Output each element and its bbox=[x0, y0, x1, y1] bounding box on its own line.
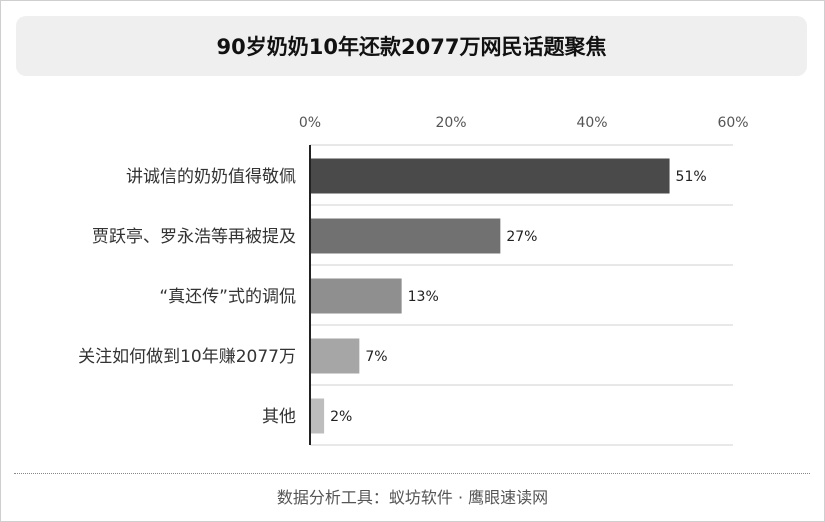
category-label: 其他 bbox=[262, 407, 296, 427]
category-label: 贾跃亭、罗永浩等再被提及 bbox=[92, 227, 296, 247]
bar bbox=[310, 278, 402, 314]
category-label: 讲诚信的奶奶值得敬佩 bbox=[126, 167, 296, 187]
value-label: 51% bbox=[676, 169, 707, 185]
value-label: 27% bbox=[506, 229, 537, 245]
bar bbox=[310, 338, 360, 374]
x-tick-label: 40% bbox=[576, 115, 607, 131]
title-banner: 90岁奶奶10年还款2077万网民话题聚焦 bbox=[16, 16, 807, 76]
bar bbox=[310, 158, 670, 194]
x-tick-label: 60% bbox=[717, 115, 748, 131]
category-label: “真还传”式的调侃 bbox=[159, 287, 296, 307]
footer-credit: 数据分析工具：蚁坊软件 · 鹰眼速读网 bbox=[276, 488, 549, 507]
x-tick-label: 0% bbox=[299, 115, 321, 131]
category-label: 关注如何做到10年赚2077万 bbox=[78, 347, 296, 367]
x-tick-label: 20% bbox=[435, 115, 466, 131]
chart-title: 90岁奶奶10年还款2077万网民话题聚焦 bbox=[216, 35, 607, 59]
value-label: 2% bbox=[330, 409, 352, 425]
value-label: 7% bbox=[365, 349, 387, 365]
footer-divider bbox=[14, 473, 810, 474]
value-label: 13% bbox=[408, 289, 439, 305]
bar bbox=[310, 398, 325, 434]
bar bbox=[310, 218, 501, 254]
